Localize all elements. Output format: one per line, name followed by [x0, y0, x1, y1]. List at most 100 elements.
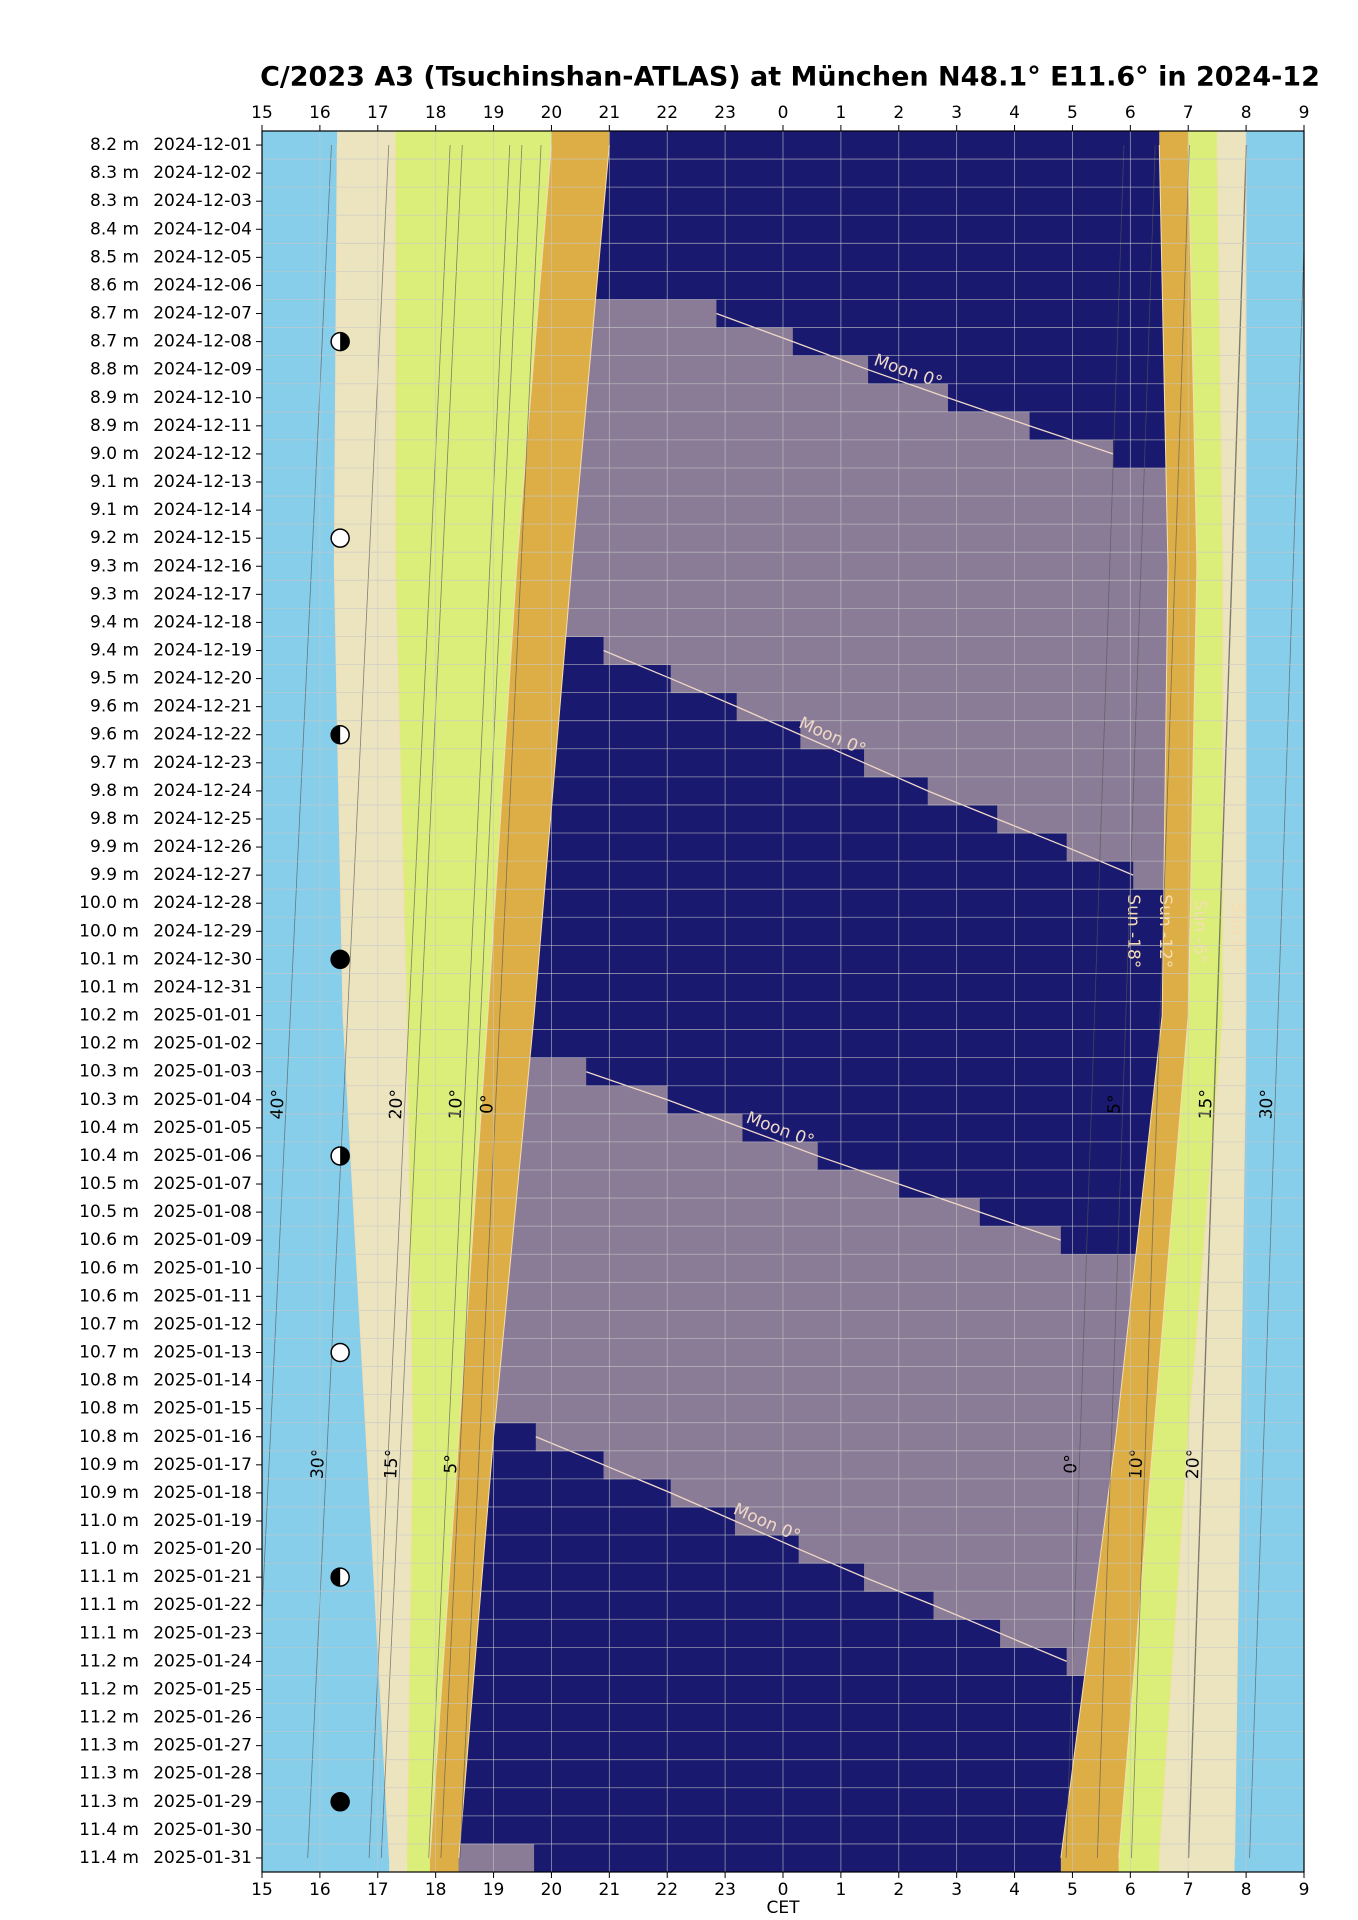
sun-contour-label: Sun -12° — [1155, 894, 1175, 968]
magnitude-label: 9.0 m — [90, 444, 139, 464]
magnitude-label: 8.6 m — [90, 275, 139, 295]
moon-up — [927, 776, 1168, 806]
magnitude-label: 9.8 m — [90, 809, 139, 829]
magnitude-label: 9.8 m — [90, 781, 139, 801]
sun-contour-label: Sun -18° — [1123, 894, 1143, 968]
magnitude-label: 10.1 m — [79, 977, 139, 997]
comet-altitude-label: 10° — [446, 1089, 467, 1120]
x-tick-label: 15 — [251, 103, 273, 123]
y-tick-label: 2024-12-24 — [153, 781, 252, 801]
comet-altitude-label: 20° — [1183, 1449, 1204, 1480]
y-tick-label: 2025-01-04 — [153, 1090, 252, 1110]
x-tick-label: 0 — [778, 1880, 789, 1900]
magnitude-label: 9.7 m — [90, 753, 139, 773]
moon-up — [670, 1478, 1168, 1508]
magnitude-label: 10.7 m — [79, 1314, 139, 1334]
magnitude-label: 8.7 m — [90, 332, 139, 352]
comet-altitude-label: 0° — [477, 1094, 498, 1114]
y-tick-label: 2024-12-25 — [153, 809, 252, 829]
moon-up — [458, 1843, 535, 1872]
magnitude-label: 10.9 m — [79, 1483, 139, 1503]
moon-up — [458, 1198, 980, 1227]
moon-up — [458, 1226, 1061, 1255]
x-tick-label: 6 — [1125, 1880, 1136, 1900]
x-tick-label: 5 — [1067, 1880, 1078, 1900]
magnitude-label: 11.4 m — [79, 1848, 139, 1868]
moon-up — [603, 636, 1168, 666]
magnitude-label: 11.4 m — [79, 1820, 139, 1840]
magnitude-label: 9.9 m — [90, 865, 139, 885]
y-tick-label: 2025-01-12 — [153, 1314, 252, 1334]
moon-up — [800, 720, 1168, 750]
magnitude-label: 10.5 m — [79, 1202, 139, 1222]
y-tick-label: 2025-01-31 — [153, 1848, 252, 1868]
y-tick-label: 2024-12-23 — [153, 753, 252, 773]
magnitude-label: 9.4 m — [90, 612, 139, 632]
magnitude-label: 10.9 m — [79, 1455, 139, 1475]
comet-altitude-label: 10° — [1126, 1449, 1147, 1480]
moon-up — [458, 1338, 1168, 1368]
comet-altitude-label: 5° — [1104, 1094, 1125, 1114]
y-tick-label: 2025-01-15 — [153, 1399, 252, 1419]
moon-up — [1133, 861, 1168, 890]
y-tick-label: 2024-12-08 — [153, 332, 252, 352]
y-tick-label: 2024-12-28 — [153, 893, 252, 913]
y-tick-label: 2024-12-26 — [153, 837, 252, 857]
magnitude-label: 10.7 m — [79, 1343, 139, 1363]
x-tick-label: 23 — [714, 1880, 736, 1900]
x-tick-label: 7 — [1183, 103, 1194, 123]
moon-phase — [330, 1792, 350, 1812]
x-axis-label: CET — [767, 1898, 801, 1918]
x-tick-label: 20 — [541, 103, 563, 123]
magnitude-label: 10.2 m — [79, 1034, 139, 1054]
x-tick-label: 3 — [951, 103, 962, 123]
x-tick-label: 20 — [541, 1880, 563, 1900]
magnitude-label: 9.4 m — [90, 640, 139, 660]
moon-phase — [330, 1342, 350, 1363]
magnitude-label: 10.3 m — [79, 1090, 139, 1110]
x-tick-label: 15 — [251, 1880, 273, 1900]
y-tick-label: 2024-12-27 — [153, 865, 252, 885]
magnitude-label: 10.1 m — [79, 949, 139, 969]
moon-up — [458, 580, 1168, 609]
y-tick-label: 2025-01-29 — [153, 1792, 252, 1812]
magnitude-label: 11.2 m — [79, 1679, 139, 1699]
x-tick-label: 8 — [1241, 103, 1252, 123]
x-tick-label: 18 — [425, 1880, 447, 1900]
magnitude-label: 11.2 m — [79, 1651, 139, 1671]
sun-contour — [458, 144, 610, 1859]
y-tick-label: 2024-12-14 — [153, 500, 252, 520]
x-tick-label: 3 — [951, 1880, 962, 1900]
sun-contour — [429, 144, 552, 1858]
y-tick-label: 2025-01-25 — [153, 1679, 252, 1699]
magnitude-label: 10.8 m — [79, 1427, 139, 1447]
y-tick-label: 2024-12-17 — [153, 584, 252, 604]
magnitude-label: 10.0 m — [79, 893, 139, 913]
y-tick-label: 2025-01-27 — [153, 1736, 252, 1756]
moon-phase-shade — [331, 1568, 341, 1587]
magnitude-label: 9.9 m — [90, 837, 139, 857]
x-tick-label: 0 — [778, 103, 789, 123]
y-tick-label: 2024-12-12 — [153, 444, 252, 464]
comet-altitude-label: 30° — [1257, 1089, 1278, 1120]
y-tick-label: 2024-12-11 — [153, 416, 252, 436]
x-tick-label: 2 — [893, 103, 904, 123]
x-tick-label: 9 — [1299, 103, 1310, 123]
comet-altitude-label: 30° — [308, 1448, 329, 1479]
comet-altitude-label: 15° — [381, 1448, 402, 1479]
y-tick-label: 2024-12-06 — [153, 275, 252, 295]
x-tick-label: 1 — [835, 103, 846, 123]
y-tick-label: 2025-01-16 — [153, 1427, 252, 1447]
x-tick-label: 1 — [835, 1880, 846, 1900]
magnitude-label: 9.2 m — [90, 528, 139, 548]
x-tick-label: 9 — [1299, 1880, 1310, 1900]
y-tick-label: 2024-12-09 — [153, 360, 252, 380]
moon-up — [1066, 833, 1168, 862]
x-tick-label: 22 — [656, 1880, 678, 1900]
moon-up — [535, 1422, 1168, 1452]
y-tick-label: 2025-01-03 — [153, 1062, 252, 1082]
magnitude-label: 11.3 m — [79, 1792, 139, 1812]
magnitude-label: 11.1 m — [79, 1623, 139, 1643]
moon-up — [458, 552, 1168, 581]
y-tick-label: 2025-01-02 — [153, 1034, 252, 1054]
